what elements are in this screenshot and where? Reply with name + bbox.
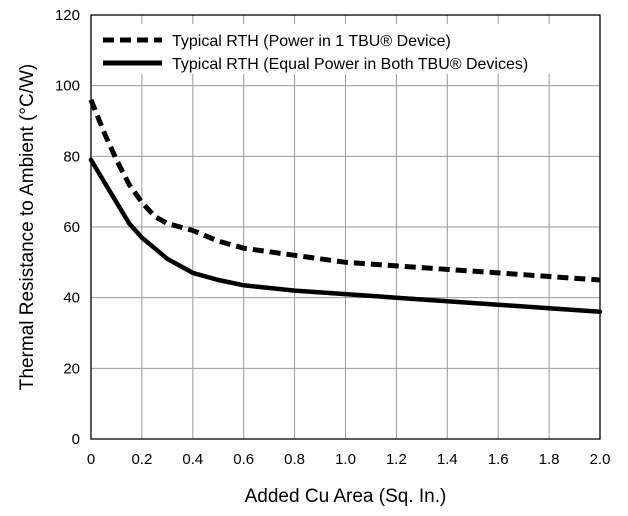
y-tick-label: 80	[63, 148, 80, 165]
y-axis-title: Thermal Resistance to Ambient (°C/W)	[17, 64, 38, 390]
y-tick-label: 120	[55, 7, 80, 24]
legend-background	[97, 24, 595, 74]
x-tick-label: 0.8	[284, 451, 305, 468]
legend-entry-both-devices: Typical RTH (Equal Power in Both TBU® De…	[172, 56, 528, 73]
x-tick-label: 1.8	[539, 451, 560, 468]
y-tick-label: 100	[55, 78, 80, 95]
x-tick-label: 1.6	[488, 451, 509, 468]
plot-frame	[90, 14, 601, 440]
legend-entry-single-device: Typical RTH (Power in 1 TBU® Device)	[172, 33, 451, 50]
tick-labels: 0 0.2 0.4 0.6 0.8 1.0 1.2 1.4 1.6 1.8 2.0 0 20 40 60 80…	[55, 7, 610, 468]
x-tick-label: 2.0	[590, 451, 611, 468]
series-lines	[88, 98, 603, 315]
series-line-both-devices	[88, 157, 603, 315]
x-tick-label: 0	[87, 451, 95, 468]
x-tick-label: 0.4	[182, 451, 203, 468]
x-tick-label: 1.0	[335, 451, 356, 468]
grid	[91, 15, 600, 439]
x-axis-title: Added Cu Area (Sq. In.)	[245, 486, 447, 507]
y-tick-label: 60	[63, 219, 80, 236]
x-tick-label: 1.2	[386, 451, 407, 468]
y-tick-label: 40	[63, 290, 80, 307]
series-line-single-device	[88, 98, 601, 283]
legend: Typical RTH (Power in 1 TBU® Device) Typ…	[97, 24, 595, 74]
y-tick-label: 0	[72, 431, 80, 448]
x-tick-label: 0.2	[131, 451, 152, 468]
x-tick-label: 0.6	[233, 451, 254, 468]
x-tick-label: 1.4	[437, 451, 458, 468]
y-tick-label: 20	[63, 360, 80, 377]
